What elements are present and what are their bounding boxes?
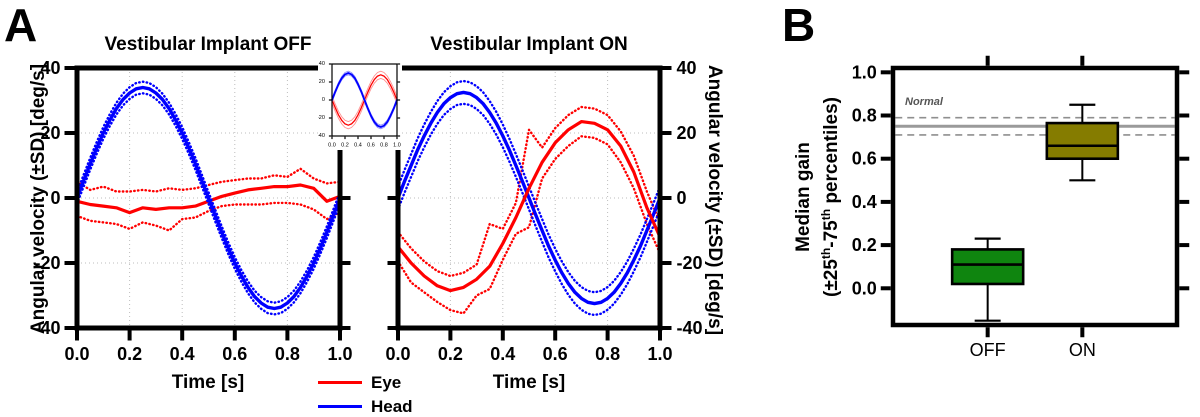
svg-text:0.2: 0.2 (852, 235, 877, 255)
x-axis-label-time-on: Time [s] (492, 372, 566, 393)
vi_on-series-eye-sd (396, 105, 662, 278)
panel-a-letter: A (4, 0, 38, 51)
svg-text:1.0: 1.0 (852, 62, 877, 82)
svg-text:40: 40 (677, 58, 697, 78)
svg-text:0.8: 0.8 (275, 344, 300, 364)
svg-text:1.0: 1.0 (393, 143, 401, 149)
svg-text:0.8: 0.8 (380, 143, 388, 149)
svg-text:0.8: 0.8 (852, 106, 877, 126)
panel-b-letter: B (782, 0, 816, 51)
svg-text:1.0: 1.0 (327, 344, 352, 364)
svg-text:0.6: 0.6 (543, 344, 568, 364)
inset_normal-series-head (331, 70, 398, 130)
svg-text:-20: -20 (34, 253, 60, 273)
svg-text:0.2: 0.2 (117, 344, 142, 364)
legend-label-eye: Eye (371, 373, 402, 392)
svg-text:0: 0 (50, 188, 60, 208)
svg-text:0.2: 0.2 (438, 344, 463, 364)
svg-text:0.6: 0.6 (222, 344, 247, 364)
normal-response-inset-plot: 40 20 0 -20 -400.0 0.2 0.4 0.6 0.8 1.0 (318, 58, 402, 150)
svg-text:0: 0 (677, 188, 687, 208)
svg-text:-20: -20 (677, 253, 703, 273)
vi_off-gridlines (77, 68, 340, 328)
legend-item-eye: Eye (318, 374, 413, 391)
box-on (1045, 103, 1120, 182)
legend: Eye Head (318, 374, 413, 415)
vi_off-series-head (75, 80, 342, 316)
normal-reference-label: Normal (905, 96, 943, 108)
vi_on-series-head (396, 79, 662, 317)
svg-text:20: 20 (319, 79, 325, 85)
svg-text:20: 20 (40, 123, 60, 143)
implant-on-plot: 40 20 0 -20 -40 0.0 0.2 0.4 0.6 0.8 1.0 (385, 58, 702, 364)
svg-text:1.0: 1.0 (647, 344, 672, 364)
y-axis-label-right: Angular velocity (±SD) [deg/s] (704, 64, 725, 336)
svg-text:20: 20 (677, 123, 697, 143)
vi_off-series-eye-sd (75, 167, 342, 193)
legend-label-head: Head (371, 397, 413, 416)
svg-text:0.4: 0.4 (354, 143, 362, 149)
svg-text:0.6: 0.6 (367, 143, 375, 149)
svg-text:0.0: 0.0 (64, 344, 89, 364)
median-gain-boxplot: 1.0 0.8 0.6 0.4 0.2 0.0 OFF ON (852, 55, 1190, 360)
y-axis-label-median-gain: Median gain (±25th-75th percentiles) (793, 97, 843, 297)
x-axis-label-time-off: Time [s] (171, 372, 245, 393)
svg-text:0.4: 0.4 (490, 344, 515, 364)
svg-text:-40: -40 (34, 318, 60, 338)
vi_off-series-eye-sd (75, 201, 342, 232)
eye-line-swatch (318, 380, 362, 385)
inset_normal-axes: 40 20 0 -20 -400.0 0.2 0.4 0.6 0.8 1.0 (318, 61, 401, 149)
median-gain-label-line2: (±25th-75th percentiles) (819, 97, 842, 297)
svg-text:-20: -20 (318, 115, 325, 121)
svg-text:0.2: 0.2 (341, 143, 349, 149)
svg-text:-40: -40 (677, 318, 703, 338)
svg-text:0.0: 0.0 (385, 344, 410, 364)
legend-item-head: Head (318, 398, 413, 415)
vi_on-series-eye-sd (396, 135, 662, 315)
svg-text:0: 0 (322, 97, 325, 103)
median-gain-label-line1: Median gain (793, 142, 814, 252)
box-off (950, 237, 1025, 322)
svg-text:-40: -40 (318, 133, 325, 139)
svg-text:0.6: 0.6 (852, 149, 877, 169)
category-label-on: ON (1069, 340, 1096, 360)
head-line-swatch (318, 404, 362, 409)
title-implant-off: Vestibular Implant OFF (104, 34, 312, 55)
svg-text:40: 40 (40, 58, 60, 78)
svg-text:0.0: 0.0 (852, 278, 877, 298)
svg-text:0.4: 0.4 (852, 192, 877, 212)
vi_on-series-eye (396, 119, 662, 293)
vi_on-axes: 40 20 0 -20 -40 0.0 0.2 0.4 0.6 0.8 1.0 (385, 58, 702, 364)
svg-text:0.8: 0.8 (595, 344, 620, 364)
median_gain-axes: 1.0 0.8 0.6 0.4 0.2 0.0 (852, 55, 1190, 338)
svg-text:40: 40 (319, 61, 325, 67)
svg-text:0.0: 0.0 (328, 143, 336, 149)
vi_on-gridlines (398, 68, 660, 328)
svg-text:0.4: 0.4 (170, 344, 195, 364)
category-label-off: OFF (970, 340, 1006, 360)
title-implant-on: Vestibular Implant ON (430, 34, 628, 55)
normal-band (895, 116, 1175, 136)
